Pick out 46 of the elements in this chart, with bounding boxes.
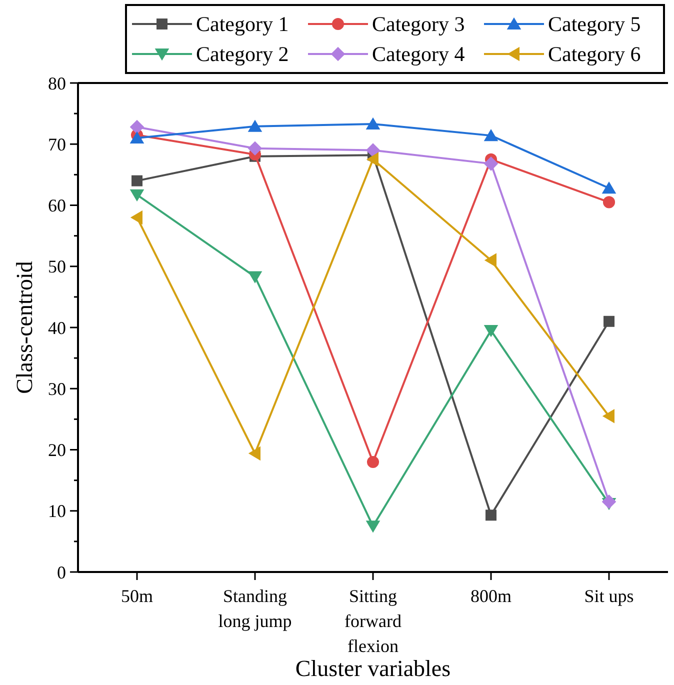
y-axis-title: Class-centroid (12, 260, 37, 394)
point (602, 494, 616, 509)
x-tick-label: Standing long jump (218, 586, 292, 631)
point (604, 316, 614, 327)
y-tick-label: 10 (48, 501, 66, 522)
y-tick-label: 60 (48, 196, 66, 216)
point (366, 152, 378, 167)
point (130, 210, 142, 225)
x-tick-label: 800m (470, 586, 512, 606)
legend-label: Category 2 (196, 42, 289, 66)
point (248, 446, 260, 461)
y-tick-label: 30 (48, 378, 66, 399)
x-tick-label: Sitting forward flexion (344, 586, 402, 656)
y-tick-label: 50 (48, 256, 66, 277)
y-tick-label: 0 (57, 562, 66, 582)
x-axis-title: Cluster variables (295, 656, 451, 681)
legend-label: Category 1 (196, 12, 289, 36)
point (486, 510, 496, 521)
x-tick-label: 50m (120, 586, 154, 606)
point (484, 156, 498, 171)
legend-label: Category 3 (372, 12, 465, 36)
x-tick-label: Sit ups (584, 586, 634, 606)
point (248, 120, 262, 132)
point (484, 325, 498, 338)
y-tick-label: 40 (48, 318, 66, 338)
legend-label: Category 5 (548, 12, 641, 36)
point (602, 408, 614, 424)
point (366, 143, 380, 158)
legend-label: Category 4 (372, 42, 466, 66)
point (366, 117, 380, 130)
y-tick-label: 80 (48, 73, 66, 94)
point (248, 271, 262, 284)
point (132, 175, 142, 186)
y-tick-label: 20 (48, 440, 66, 460)
y-tick-label: 70 (48, 134, 66, 154)
point (484, 128, 498, 142)
point (248, 141, 262, 156)
point (484, 253, 496, 268)
point (366, 456, 380, 468)
point (130, 131, 144, 144)
point (602, 182, 616, 194)
legend-label: Category 6 (548, 42, 641, 66)
point (366, 520, 380, 533)
point (130, 120, 144, 134)
point (130, 189, 144, 202)
point (602, 196, 616, 208)
